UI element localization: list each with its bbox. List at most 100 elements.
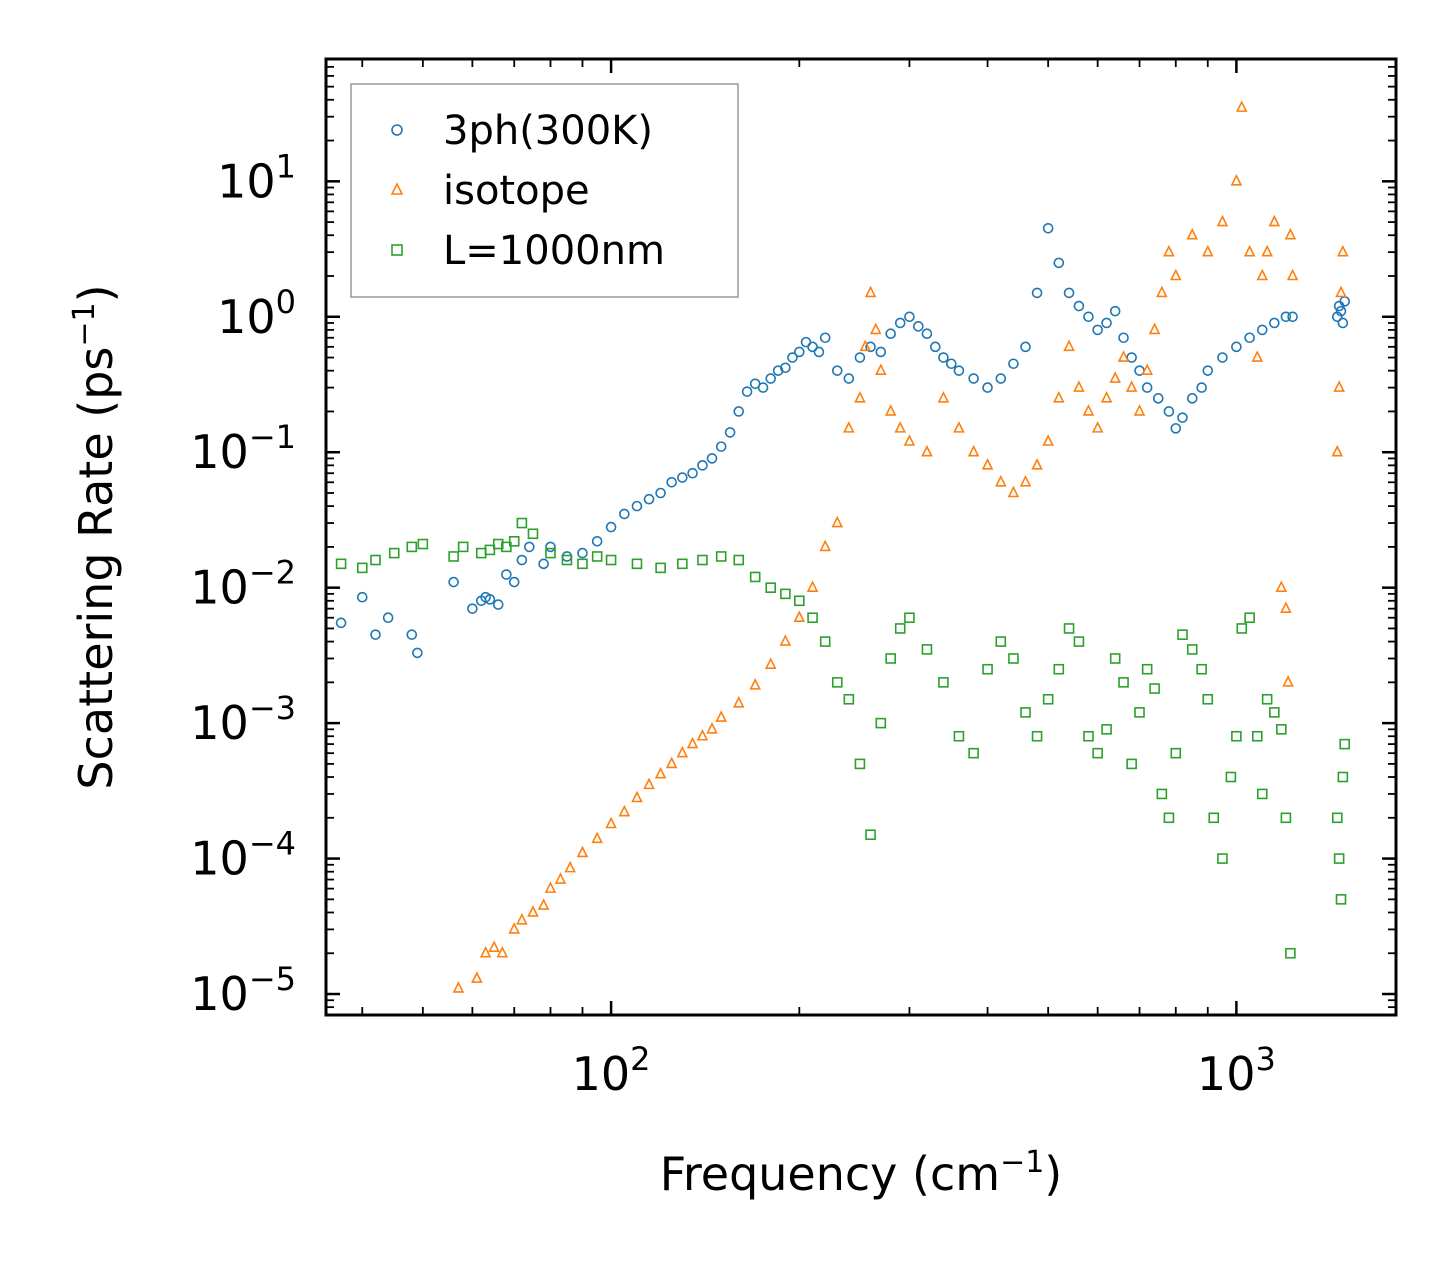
data-point: [937, 391, 950, 403]
data-point: [1008, 653, 1019, 664]
data-point: [1177, 629, 1188, 640]
data-point: [894, 623, 906, 634]
data-point: [1073, 636, 1085, 647]
data-point: [1261, 244, 1273, 257]
data-point: [1335, 285, 1347, 298]
data-point: [765, 373, 777, 384]
data-point: [715, 551, 727, 562]
data-point: [732, 696, 745, 708]
data-point: [676, 745, 689, 758]
data-point: [1007, 485, 1020, 498]
data-point: [875, 717, 887, 729]
data-point: [1256, 324, 1268, 336]
data-point: [894, 317, 906, 329]
data-point: [643, 493, 655, 505]
data-point: [921, 644, 933, 655]
data-point: [921, 444, 933, 457]
data-point: [1337, 317, 1349, 329]
data-point: [1261, 693, 1273, 705]
data-point: [894, 421, 907, 433]
data-point: [715, 441, 727, 452]
data-point: [995, 636, 1007, 647]
data-point: [794, 595, 805, 607]
data-point: [554, 872, 567, 884]
data-point: [865, 341, 876, 353]
data-point: [697, 460, 708, 471]
data-point: [1125, 380, 1138, 392]
y-tick-label: 10−5: [190, 960, 296, 1021]
data-point: [859, 339, 872, 352]
data-point: [1163, 406, 1175, 417]
data-point: [1109, 305, 1121, 317]
data-point: [605, 521, 617, 533]
data-point: [968, 747, 979, 759]
data-point: [1020, 707, 1031, 718]
data-point: [527, 528, 539, 540]
data-point: [516, 517, 528, 529]
data-point: [780, 362, 791, 374]
data-point: [706, 722, 718, 734]
data-point: [1141, 663, 1153, 675]
data-point: [921, 328, 933, 339]
data-point: [1109, 653, 1121, 664]
data-point: [545, 547, 556, 559]
data-point: [1201, 244, 1214, 257]
data-point: [982, 382, 993, 393]
x-tick-label: 103: [1197, 1040, 1276, 1101]
data-point: [618, 804, 631, 817]
data-point: [995, 474, 1007, 487]
data-point: [677, 558, 688, 570]
data-point: [417, 538, 429, 550]
x-axis-title: Frequency (cm−1): [660, 1145, 1063, 1201]
data-point: [406, 541, 418, 553]
data-point: [981, 458, 994, 470]
data-point: [1156, 285, 1168, 298]
data-point: [1231, 730, 1242, 742]
data-point: [1251, 730, 1263, 742]
data-point: [995, 373, 1007, 384]
data-point: [1244, 612, 1255, 624]
data-point: [484, 544, 496, 556]
data-point: [448, 551, 459, 562]
data-point: [1217, 352, 1228, 363]
data-point: [654, 766, 667, 779]
data-point: [1337, 244, 1349, 257]
y-axis-title: Scattering Rate (ps−1): [67, 284, 123, 789]
data-point: [884, 404, 897, 416]
data-point: [1169, 268, 1182, 281]
legend: 3ph(300K) isotope L=1000nm: [350, 83, 739, 298]
y-tick-label: 10−1: [190, 418, 296, 479]
data-point: [1031, 287, 1043, 299]
data-point: [1335, 894, 1347, 905]
data-point: [1251, 350, 1264, 362]
data-point: [1118, 332, 1129, 344]
data-point: [1063, 287, 1075, 299]
data-point: [516, 554, 528, 566]
data-point: [794, 346, 805, 358]
data-point: [813, 346, 825, 358]
data-point: [757, 382, 769, 393]
data-point: [854, 352, 866, 363]
data-point: [1082, 404, 1095, 416]
data-point: [1256, 788, 1268, 800]
data-point: [1337, 771, 1349, 783]
data-point: [488, 940, 500, 952]
data-point: [591, 535, 603, 547]
data-point: [1149, 683, 1160, 694]
data-point: [1231, 341, 1242, 353]
legend-label: L=1000nm: [443, 228, 665, 274]
y-tick-label: 10−4: [190, 825, 296, 886]
data-point: [1117, 350, 1130, 362]
data-point: [1170, 423, 1182, 434]
data-point: [1208, 812, 1220, 824]
data-point: [561, 554, 573, 566]
data-point: [1156, 788, 1168, 800]
data-point: [1284, 227, 1297, 240]
data-point: [733, 406, 745, 417]
data-point: [467, 603, 478, 614]
data-point: [1019, 474, 1032, 487]
data-point: [953, 730, 965, 742]
data-point: [619, 508, 630, 520]
data-point: [1202, 693, 1214, 705]
data-point: [1148, 322, 1161, 335]
